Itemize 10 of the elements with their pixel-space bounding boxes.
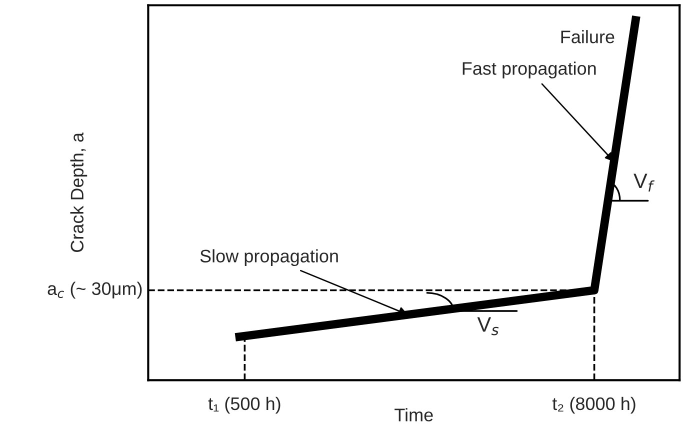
x-tick-label: t₁ (500 h) [208,396,280,414]
annotation: V$_{s}$ [477,317,499,336]
ref-line-label: a$_{c}$ (~ 30μm) [48,282,142,299]
annotation: Slow propagation [200,249,338,266]
annotation: Failure [561,30,614,44]
x-tick-label: t₂ (8000 h) [552,396,636,414]
annotation: V$_{f}$ [634,174,655,192]
x-axis-title: Time [394,408,433,422]
annotation: Fast propagation [462,62,596,78]
y-axis-title: Crack Depth, a [70,132,88,252]
